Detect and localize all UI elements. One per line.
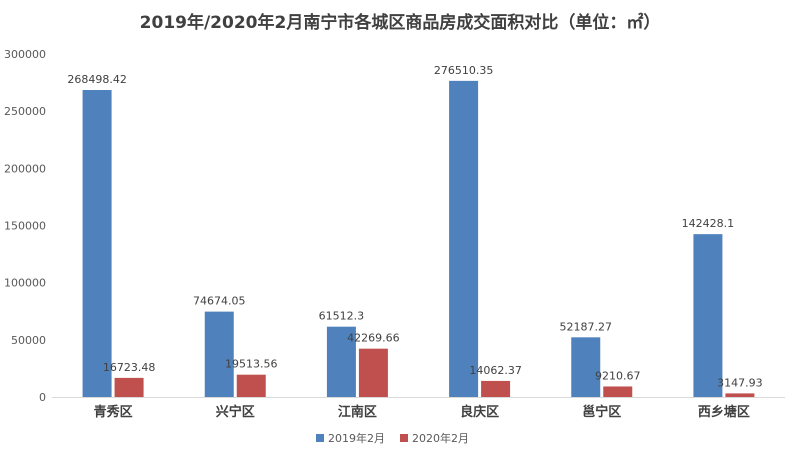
- bar-value-label: 16723.48: [103, 361, 156, 374]
- x-tick-label: 邕宁区: [582, 404, 621, 420]
- bar-value-label: 3147.93: [717, 376, 763, 389]
- x-tick-label: 良庆区: [460, 404, 499, 420]
- bar-value-label: 9210.67: [595, 369, 641, 382]
- bar-series-2: [358, 348, 388, 397]
- y-axis: 0 50000 100000 150000 200000 250000 300000: [4, 48, 46, 404]
- bar-series-2: [114, 377, 144, 397]
- chart-title: 2019年/2020年2月南宁市各城区商品房成交面积对比（单位：㎡）: [140, 12, 661, 33]
- bars: 268498.42 16723.48 74674.05 19513.56 61512.3…: [67, 64, 763, 397]
- bar-value-label: 42269.66: [347, 332, 400, 345]
- bar-series-2: [603, 386, 633, 397]
- bar-value-label: 14062.37: [469, 364, 522, 377]
- bar-value-label: 61512.3: [319, 310, 365, 323]
- y-tick-label: 150000: [4, 220, 46, 233]
- y-tick-label: 100000: [4, 277, 46, 290]
- x-tick-label: 青秀区: [94, 404, 133, 420]
- x-tick-label: 西乡塘区: [698, 404, 750, 420]
- legend-swatch: [400, 434, 408, 442]
- legend-label: 2019年2月: [328, 431, 385, 445]
- bar-series-2: [481, 380, 511, 397]
- bar-series-2: [725, 393, 755, 397]
- bar-value-label: 19513.56: [225, 358, 278, 371]
- x-axis: 青秀区 兴宁区 江南区 良庆区 邕宁区 西乡塘区: [52, 397, 785, 420]
- bar-value-label: 276510.35: [434, 64, 494, 77]
- y-tick-label: 300000: [4, 48, 46, 61]
- bar-value-label: 268498.42: [67, 73, 127, 86]
- bar-series-1: [82, 90, 112, 397]
- bar-series-1: [326, 326, 356, 397]
- bar-series-1: [204, 311, 234, 397]
- x-tick-label: 兴宁区: [216, 404, 255, 420]
- bar-value-label: 74674.05: [193, 295, 246, 308]
- x-tick-label: 江南区: [338, 404, 377, 420]
- y-tick-label: 0: [39, 391, 46, 404]
- bar-value-label: 142428.1: [682, 217, 735, 230]
- bar-series-1: [693, 234, 723, 397]
- bar-series-1: [449, 80, 479, 397]
- bar-value-label: 52187.27: [560, 320, 613, 333]
- y-tick-label: 50000: [11, 334, 46, 347]
- y-tick-label: 200000: [4, 162, 46, 175]
- bar-series-2: [236, 374, 266, 397]
- y-tick-label: 250000: [4, 105, 46, 118]
- bar-series-1: [571, 337, 601, 397]
- legend-swatch: [316, 434, 324, 442]
- legend-label: 2020年2月: [412, 431, 469, 445]
- legend: 2019年2月 2020年2月: [316, 431, 469, 445]
